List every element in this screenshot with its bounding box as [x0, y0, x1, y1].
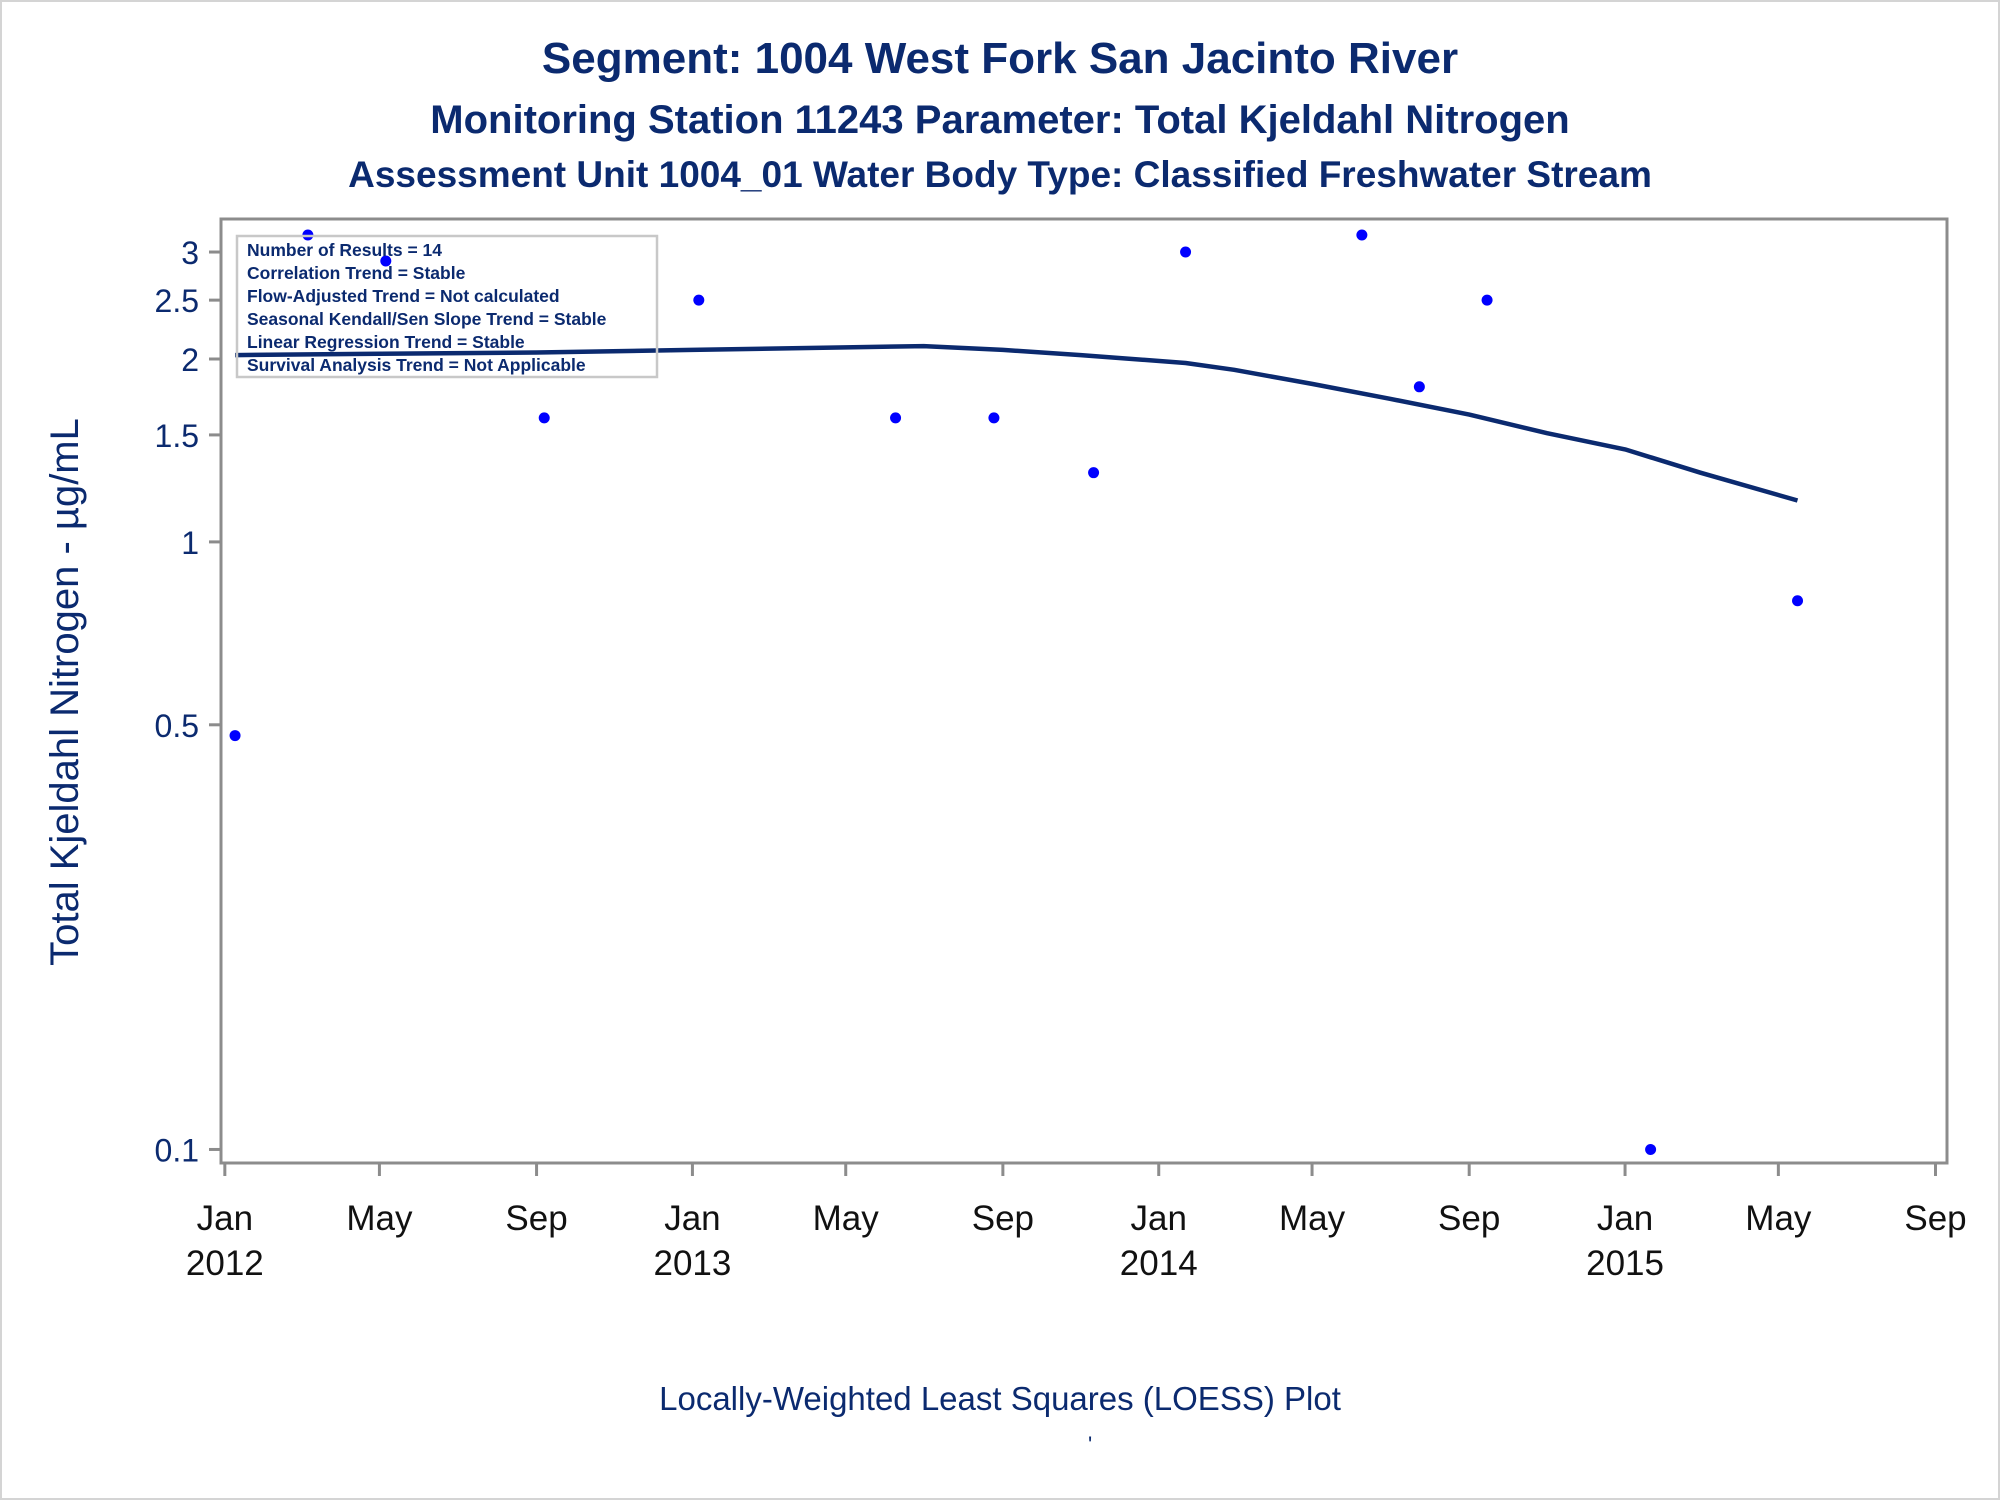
x-tick-label-month: Jan [197, 1199, 253, 1238]
trend-summary-line: Survival Analysis Trend = Not Applicable [247, 355, 586, 375]
x-tick-label-year: 2015 [1586, 1244, 1664, 1283]
data-point [1180, 246, 1192, 258]
plot-border [219, 217, 1949, 1165]
plot-area [219, 217, 1949, 1165]
x-tick-label-year: 2014 [1120, 1244, 1198, 1283]
data-point [693, 294, 705, 306]
trend-summary-line: Seasonal Kendall/Sen Slope Trend = Stabl… [247, 309, 607, 329]
chart-subtitle-assessment: Assessment Unit 1004_01 Water Body Type:… [348, 154, 1652, 195]
data-point [1792, 595, 1804, 607]
footnote-mark: ' [1088, 1432, 1093, 1457]
x-tick-label-month: Sep [505, 1199, 567, 1238]
data-point [1413, 381, 1425, 393]
x-tick-label-month: Sep [1904, 1199, 1966, 1238]
x-tick-label-month: May [813, 1199, 880, 1238]
data-point [1088, 467, 1100, 479]
x-tick-label-month: May [346, 1199, 413, 1238]
data-point [229, 730, 241, 742]
y-tick-label: 2 [181, 342, 199, 378]
x-tick-label-month: Sep [1438, 1199, 1500, 1238]
x-axis: Jan 2012 May Sep Jan 2013 May Sep Jan 2014 May Sep J… [186, 1163, 1967, 1283]
data-point [380, 255, 392, 267]
y-tick-label: 3 [181, 235, 199, 271]
trend-summary-box: Number of Results = 14 Correlation Trend … [235, 234, 659, 379]
x-tick-label-year: 2012 [186, 1244, 264, 1283]
chart-title: Segment: 1004 West Fork San Jacinto Rive… [541, 34, 1459, 83]
data-point [1645, 1143, 1657, 1155]
x-tick-label-month: May [1745, 1199, 1812, 1238]
y-tick-label: 1 [181, 525, 199, 561]
trend-summary-line: Linear Regression Trend = Stable [247, 332, 525, 352]
y-tick-label: 2.5 [155, 283, 199, 319]
trend-summary-line: Flow-Adjusted Trend = Not calculated [247, 286, 560, 306]
trend-summary-border [235, 234, 659, 379]
data-point [1481, 294, 1493, 306]
y-tick-label: 0.1 [155, 1132, 199, 1168]
x-tick-label-year: 2013 [653, 1244, 731, 1283]
loess-curve-group [235, 343, 1799, 503]
trend-summary-line: Number of Results = 14 [247, 240, 442, 260]
y-axis-label: Total Kjeldahl Nitrogen - µg/mL [43, 418, 87, 966]
loess-curve [235, 343, 1799, 503]
y-tick-label: 0.5 [155, 708, 199, 744]
y-axis: 0.1 0.5 1 1.5 2 2.5 3 [155, 235, 221, 1168]
chart-subtitle-station: Monitoring Station 11243 Parameter: Tota… [430, 98, 1570, 142]
data-point [1356, 229, 1368, 241]
x-tick-label-month: Jan [664, 1199, 720, 1238]
x-tick-label-month: Jan [1131, 1199, 1187, 1238]
data-point [538, 412, 550, 424]
y-tick-label: 1.5 [155, 418, 199, 454]
data-point [890, 412, 902, 424]
x-tick-label-month: Sep [972, 1199, 1034, 1238]
data-point [988, 412, 1000, 424]
x-tick-label-month: Jan [1597, 1199, 1653, 1238]
x-tick-label-month: May [1279, 1199, 1346, 1238]
plot-footnote: Locally-Weighted Least Squares (LOESS) P… [659, 1380, 1341, 1417]
trend-summary-line: Correlation Trend = Stable [247, 263, 466, 283]
